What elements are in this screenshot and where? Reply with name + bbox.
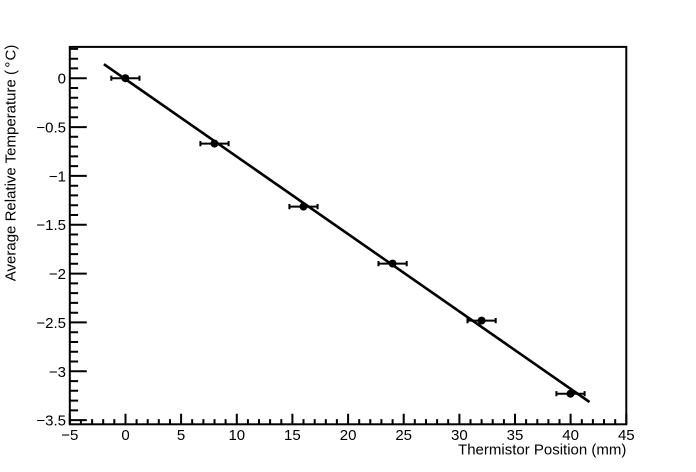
svg-text:−1: −1 [49, 168, 66, 185]
svg-text:0: 0 [121, 427, 129, 444]
svg-text:45: 45 [618, 427, 635, 444]
svg-text:10: 10 [228, 427, 245, 444]
svg-text:20: 20 [340, 427, 357, 444]
svg-text:25: 25 [395, 427, 412, 444]
svg-text:−1.5: −1.5 [36, 217, 66, 234]
svg-text:−2.5: −2.5 [36, 315, 66, 332]
svg-text:15: 15 [284, 427, 301, 444]
svg-text:5: 5 [177, 427, 185, 444]
svg-text:−0.5: −0.5 [36, 120, 66, 137]
svg-text:35: 35 [507, 427, 524, 444]
svg-text:−2: −2 [49, 266, 66, 283]
svg-text:−5: −5 [61, 427, 78, 444]
svg-text:30: 30 [451, 427, 468, 444]
svg-text:−3.5: −3.5 [36, 413, 66, 430]
svg-text:Average Relative Temperature (: Average Relative Temperature (°C) [3, 45, 20, 282]
svg-text:0: 0 [58, 71, 66, 88]
svg-text:40: 40 [562, 427, 579, 444]
svg-text:Thermistor Position (mm): Thermistor Position (mm) [458, 442, 626, 459]
svg-text:−3: −3 [49, 364, 66, 381]
